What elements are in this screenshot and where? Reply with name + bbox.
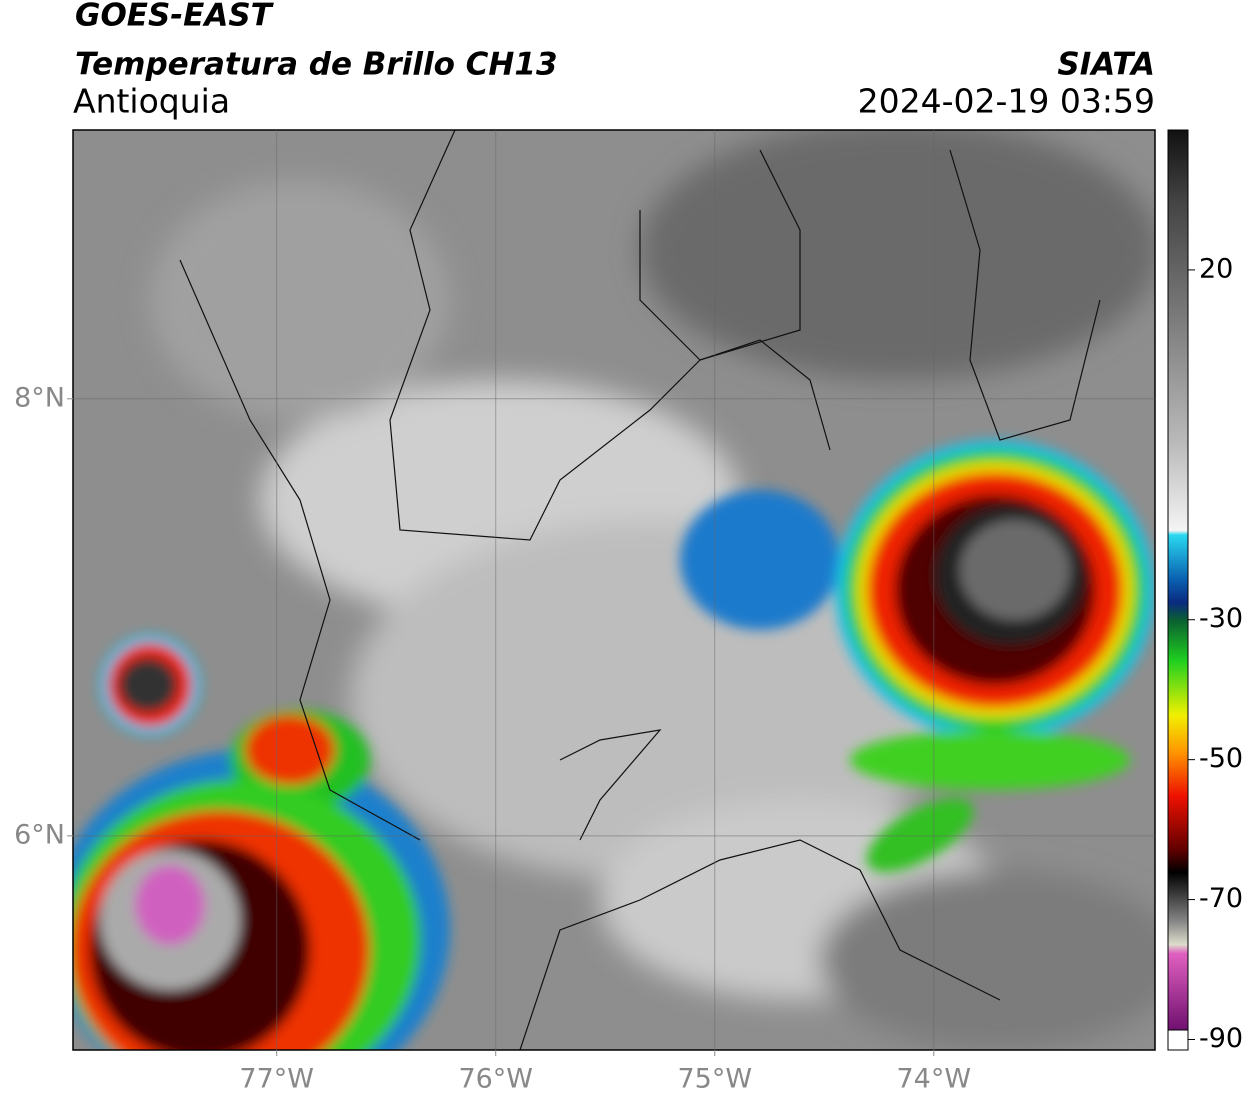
colorbar-frame [1167,129,1189,1051]
map-frame [72,129,1156,1051]
colorbar-tick-label: -70 [1199,883,1243,914]
y-tick-label: 8°N [14,382,65,413]
x-tick-label: 74°W [897,1064,972,1095]
x-tick-label: 77°W [239,1064,314,1095]
imagery [73,130,1155,1050]
borders [179,130,1101,1050]
title: GOES-EAST [75,0,275,34]
colorbar-tick-label: -50 [1199,743,1243,774]
colorbar [1168,130,1188,1030]
subtitle: Temperatura de Brillo CH13 [75,47,558,83]
datetime: 2024-02-19 03:59 [858,82,1155,121]
y-tick-label: 6°N [14,819,65,850]
colorbar-under [1167,1029,1189,1051]
region: Antioquia [73,82,230,121]
colorbar-tick-label: 20 [1199,253,1233,284]
colorbar-tick-label: -30 [1199,603,1243,634]
x-tick-label: 76°W [458,1064,533,1095]
source: SIATA [1057,47,1155,83]
x-tick-label: 75°W [677,1064,752,1095]
colorbar-tick-label: -90 [1199,1023,1243,1054]
